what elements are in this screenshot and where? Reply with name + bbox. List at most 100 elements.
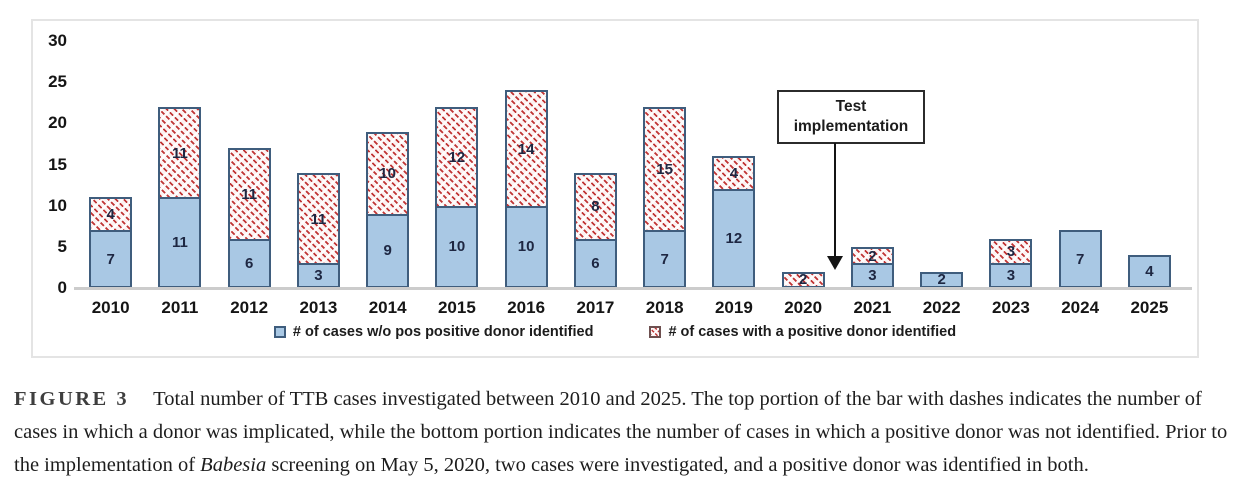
bar-segment-positive-donor-2021: 2 (850, 246, 894, 264)
x-tick-label-2013: 2013 (299, 298, 338, 317)
bar-segment-positive-donor-2011: 11 (158, 106, 202, 198)
y-axis: 0 5 10 15 20 25 30 (33, 32, 71, 297)
chart-legend: # of cases w/o pos positive donor identi… (33, 324, 1197, 340)
bar-segment-positive-donor-2013: 11 (296, 172, 340, 264)
stacked-bar-2015: 12 10 (435, 106, 479, 288)
bar-slot-2024: 7 (1046, 41, 1115, 288)
bar-segment-positive-donor-2023: 3 (989, 238, 1033, 264)
bar-segment-no-donor-2012: 6 (227, 238, 271, 288)
stacked-bar-2013: 11 3 (296, 172, 340, 288)
bar-value-label: 12 (725, 230, 743, 248)
bar-slot-2014: 10 9 (353, 41, 422, 288)
x-tick-label-2024: 2024 (1061, 298, 1100, 317)
stacked-bar-2018: 15 7 (643, 106, 687, 288)
x-tick-label-2018: 2018 (645, 298, 684, 317)
legend-label: # of cases with a positive donor identif… (668, 324, 957, 340)
bar-slot-2016: 14 10 (492, 41, 561, 288)
legend-item-positive-donor: # of cases with a positive donor identif… (649, 324, 956, 340)
bar-segment-positive-donor-2016: 14 (504, 90, 548, 206)
bar-segment-positive-donor-2010: 4 (89, 197, 133, 231)
x-axis-line (74, 287, 1192, 290)
x-tick-label-2025: 2025 (1130, 298, 1169, 317)
bar-value-label: 6 (591, 254, 600, 272)
stacked-bar-2022: 2 (920, 271, 964, 289)
bar-value-label: 2 (798, 271, 808, 289)
bar-segment-no-donor-2018: 7 (643, 230, 687, 288)
bar-value-label: 10 (448, 238, 466, 256)
test-implementation-callout: Test implementation (777, 90, 925, 145)
y-tick-label: 25 (48, 72, 67, 92)
bar-slot-2025: 4 (1115, 41, 1184, 288)
y-tick-label: 30 (48, 31, 67, 50)
caption-italic-word: Babesia (200, 453, 267, 476)
bar-value-label: 4 (1145, 263, 1154, 281)
bar-value-label: 9 (383, 242, 392, 260)
caption-text-after: screening on May 5, 2020, two cases were… (266, 453, 1089, 476)
bar-segment-no-donor-2019: 12 (712, 189, 756, 288)
bar-value-label: 4 (729, 165, 739, 183)
bar-value-label: 7 (660, 250, 669, 268)
bar-segment-no-donor-2013: 3 (296, 263, 340, 288)
bar-value-label: 3 (1006, 267, 1016, 285)
callout-line1: Test (835, 98, 867, 115)
bar-segment-positive-donor-2017: 8 (573, 172, 617, 239)
x-tick-label-2017: 2017 (576, 298, 615, 317)
y-tick-label: 5 (57, 236, 67, 256)
bar-slot-2013: 11 3 (284, 41, 353, 288)
bar-value-label: 10 (379, 165, 396, 183)
x-tick-label-2016: 2016 (507, 298, 546, 317)
bar-value-label: 12 (448, 148, 466, 166)
figure-number-label: FIGURE 3 (14, 388, 130, 410)
bar-segment-positive-donor-2019: 4 (712, 156, 756, 190)
bar-segment-no-donor-2010: 7 (89, 230, 133, 288)
callout-arrowhead-icon (827, 256, 843, 270)
callout-line2: implementation (793, 118, 909, 136)
plot-area: 4 7 11 11 11 6 11 3 10 9 12 10 14 10 8 6 15 7 4 12 2 2 3 2 3 3 7 4 (76, 41, 1184, 288)
caption-text-before: Total number of TTB cases investigated b… (14, 388, 1228, 476)
x-tick-label-2011: 2011 (161, 298, 199, 317)
bar-segment-no-donor-2022: 2 (920, 271, 964, 289)
bar-value-label: 8 (591, 198, 600, 216)
x-axis-labels: 2010 2011 2012 2013 2014 2015 2016 2017 2018 2019… (76, 298, 1184, 318)
bar-slot-2011: 11 11 (145, 41, 214, 288)
bar-slot-2019: 4 12 (699, 41, 768, 288)
figure-caption: FIGURE 3 Total number of TTB cases invest… (14, 383, 1241, 481)
bar-value-label: 4 (106, 206, 115, 224)
bar-value-label: 7 (1075, 250, 1085, 268)
bar-segment-positive-donor-2018: 15 (643, 106, 687, 231)
bar-value-label: 3 (868, 267, 877, 285)
bar-value-label: 3 (314, 267, 323, 285)
stacked-bar-2011: 11 11 (158, 106, 202, 288)
stacked-bar-2019: 4 12 (712, 156, 756, 288)
bar-value-label: 11 (241, 185, 258, 203)
bar-value-label: 3 (1006, 243, 1016, 261)
stacked-bar-2014: 10 9 (366, 131, 410, 288)
x-tick-label-2010: 2010 (91, 298, 130, 317)
y-tick-label: 0 (57, 278, 67, 297)
x-tick-label-2014: 2014 (368, 298, 407, 317)
legend-swatch-blue-icon (273, 326, 286, 338)
bar-slot-2015: 12 10 (422, 41, 491, 288)
bar-segment-no-donor-2011: 11 (158, 197, 202, 288)
bar-value-label: 15 (656, 161, 673, 179)
bar-value-label: 11 (171, 234, 188, 252)
stacked-bar-2024: 7 (1058, 230, 1102, 288)
x-tick-label-2015: 2015 (437, 298, 476, 317)
bar-slot-2018: 15 7 (630, 41, 699, 288)
x-tick-label-2012: 2012 (230, 298, 269, 317)
bar-value-label: 14 (517, 140, 535, 158)
x-tick-label-2021: 2021 (853, 298, 892, 317)
bar-value-label: 2 (937, 271, 946, 289)
x-tick-label-2019: 2019 (714, 298, 753, 317)
bar-slot-2020: 2 (769, 41, 838, 288)
bar-slot-2022: 2 (907, 41, 976, 288)
bar-value-label: 11 (171, 144, 188, 162)
chart-panel: 0 5 10 15 20 25 30 4 7 11 11 11 6 11 3 10 9 12 10 14 10 8 6 15… (31, 19, 1199, 358)
bar-segment-no-donor-2023: 3 (989, 263, 1033, 288)
